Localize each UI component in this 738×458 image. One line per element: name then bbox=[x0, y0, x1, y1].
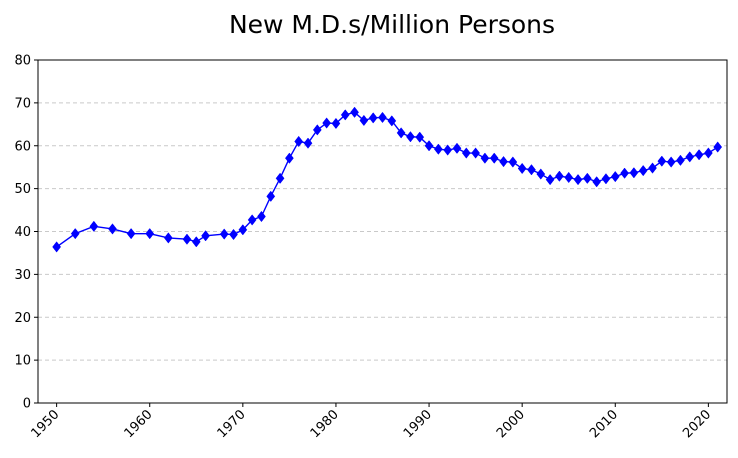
x-tick-label: 1950 bbox=[28, 407, 62, 441]
plot-area bbox=[52, 106, 723, 253]
data-point bbox=[247, 214, 257, 226]
data-point bbox=[275, 172, 285, 184]
data-point bbox=[601, 173, 611, 185]
data-point bbox=[406, 131, 415, 143]
data-point bbox=[229, 228, 238, 241]
data-point bbox=[294, 135, 304, 148]
data-point bbox=[527, 164, 536, 176]
data-point bbox=[704, 147, 713, 159]
grid-lines bbox=[38, 102, 727, 361]
data-point bbox=[266, 190, 276, 202]
x-tick-label: 2020 bbox=[680, 407, 714, 441]
data-point bbox=[713, 141, 723, 153]
x-tick-label: 1960 bbox=[122, 407, 156, 441]
data-point bbox=[378, 111, 387, 124]
data-point bbox=[471, 147, 480, 159]
data-point bbox=[312, 124, 322, 136]
data-point bbox=[638, 165, 648, 177]
data-point bbox=[350, 106, 359, 118]
data-point bbox=[555, 170, 564, 182]
x-tick-label: 1970 bbox=[215, 407, 249, 441]
y-tick-label: 30 bbox=[14, 268, 31, 283]
data-point bbox=[191, 236, 201, 248]
y-tick-label: 50 bbox=[14, 182, 31, 197]
x-tick-label: 1990 bbox=[401, 407, 435, 441]
data-point bbox=[238, 224, 248, 236]
x-tick-label: 2000 bbox=[494, 407, 528, 441]
data-point bbox=[182, 233, 192, 245]
data-point bbox=[666, 156, 676, 168]
data-point bbox=[52, 241, 61, 253]
data-point bbox=[657, 155, 667, 167]
axes-frame bbox=[37, 59, 728, 404]
y-tick-label: 20 bbox=[14, 311, 31, 326]
data-point bbox=[620, 167, 629, 179]
data-point bbox=[331, 117, 341, 130]
data-point bbox=[368, 112, 378, 124]
y-tick-label: 70 bbox=[14, 96, 31, 111]
data-point bbox=[340, 109, 350, 121]
data-point bbox=[433, 143, 443, 155]
data-point bbox=[694, 149, 704, 161]
y-tick-label: 10 bbox=[14, 354, 31, 369]
data-point bbox=[415, 131, 425, 143]
data-point bbox=[145, 228, 155, 240]
y-tick-label: 40 bbox=[14, 225, 31, 240]
data-point bbox=[480, 152, 490, 164]
y-tick-label: 0 bbox=[23, 397, 31, 412]
data-point bbox=[592, 176, 602, 188]
data-point bbox=[359, 114, 369, 127]
data-point bbox=[387, 115, 397, 127]
data-point bbox=[582, 172, 592, 184]
data-point bbox=[424, 140, 434, 152]
data-point bbox=[443, 144, 453, 156]
data-point bbox=[70, 228, 80, 240]
x-axis: 1950 1960 1970 1980 1990 2000 2010 2020 bbox=[28, 403, 714, 441]
data-point bbox=[536, 168, 546, 180]
data-point bbox=[610, 171, 620, 183]
data-point bbox=[564, 171, 574, 184]
data-point bbox=[108, 223, 117, 235]
data-point bbox=[676, 154, 685, 166]
data-point bbox=[89, 220, 99, 232]
data-point bbox=[303, 137, 313, 149]
data-point bbox=[517, 162, 527, 175]
data-point bbox=[126, 228, 136, 240]
y-axis: 0 10 20 30 40 50 60 70 80 bbox=[14, 54, 38, 412]
data-point bbox=[201, 230, 210, 242]
data-point bbox=[489, 152, 499, 164]
data-point bbox=[396, 127, 406, 139]
data-point bbox=[629, 167, 639, 179]
x-tick-label: 1980 bbox=[308, 407, 342, 441]
data-point bbox=[648, 162, 657, 174]
data-point bbox=[322, 117, 332, 129]
data-point bbox=[219, 228, 229, 240]
data-point bbox=[499, 156, 508, 168]
data-point bbox=[257, 210, 266, 223]
series-line bbox=[56, 111, 719, 248]
data-point bbox=[163, 232, 173, 244]
data-point bbox=[573, 174, 583, 186]
data-point bbox=[545, 174, 555, 186]
data-point bbox=[452, 142, 462, 154]
data-point bbox=[461, 147, 471, 159]
x-tick-label: 2010 bbox=[587, 407, 621, 441]
data-point bbox=[685, 151, 695, 163]
chart-title: New M.D.s/Million Persons bbox=[229, 10, 555, 39]
data-point bbox=[508, 156, 518, 168]
data-point bbox=[285, 152, 294, 164]
y-tick-label: 80 bbox=[14, 54, 31, 69]
y-tick-label: 60 bbox=[14, 139, 31, 154]
